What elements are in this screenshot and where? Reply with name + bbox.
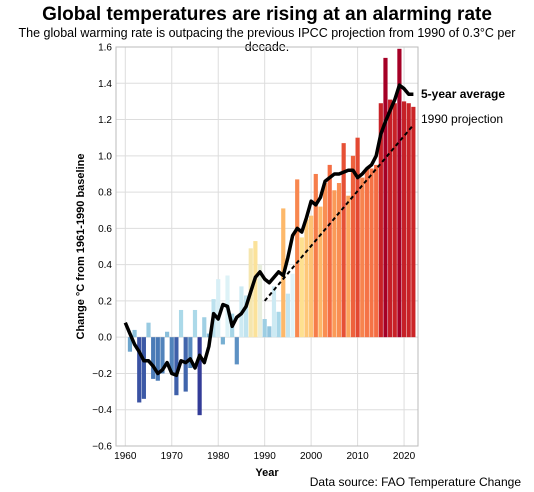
bar-1963 [137,337,142,403]
bar-2021 [406,103,411,338]
bar-2019 [397,48,402,338]
bar-1998 [299,237,304,338]
x-tick-label: 2010 [346,451,369,462]
x-tick-label: 1980 [207,451,230,462]
y-tick-label: −0.6 [92,442,112,453]
bar-2018 [392,103,397,338]
five-year-average-label: 5-year average [421,87,505,101]
bar-2013 [369,168,374,338]
bar-1986 [244,295,249,338]
bar-1975 [192,309,198,338]
bar-2007 [341,143,346,338]
bar-1967 [155,337,160,381]
bar-1971 [174,337,179,396]
bar-2001 [313,173,318,338]
bar-1980 [216,279,221,338]
y-tick-label: 0.6 [98,224,112,235]
bar-1991 [267,326,272,338]
bar-1968 [160,337,165,374]
bar-1997 [295,179,300,338]
bar-2004 [327,164,332,338]
plot-frame [115,46,419,447]
x-tick-label: 1970 [161,451,184,462]
bar-1996 [290,273,295,338]
projection-line [263,124,415,302]
bar-1962 [132,329,137,338]
bar-2006 [336,183,342,338]
bar-2005 [332,190,337,338]
bar-2002 [318,206,323,338]
bar-2012 [364,168,369,338]
bar-2008 [346,195,351,338]
y-axis-title: Change °C from 1961-1990 baseline [75,154,87,340]
x-tick-label: 2020 [393,451,416,462]
bar-2010 [355,137,360,338]
bar-2022 [411,106,416,338]
bar-1965 [146,322,151,338]
bar-1976 [197,337,202,416]
bar-1974 [188,337,193,369]
bar-1961 [127,337,133,352]
y-tick-label: −0.2 [92,369,112,380]
bar-1970 [169,337,174,374]
y-tick-label: 1.4 [98,79,112,90]
bar-1972 [178,309,184,338]
bar-1964 [141,337,146,399]
y-tick-label: 0.8 [98,188,112,199]
bar-2016 [383,57,388,338]
x-tick-label: 2000 [300,451,323,462]
data-source-note: Data source: FAO Temperature Change [309,475,521,489]
five-year-average-line [123,83,414,378]
bar-1966 [151,337,156,379]
x-axis-title: Year [255,467,279,479]
bar-2000 [309,215,314,338]
bar-1992 [271,286,277,338]
bar-2014 [374,164,379,338]
bar-2020 [401,101,407,338]
y-tick-label: 1.0 [98,151,112,162]
bar-2017 [388,99,393,338]
y-tick-label: 0.4 [98,260,112,271]
bar-1977 [202,317,207,338]
bar-2003 [322,183,328,338]
y-tick-label: 0.2 [98,296,112,307]
bar-1989 [257,264,263,338]
bar-1990 [262,319,267,338]
bar-1995 [285,293,290,338]
bar-1999 [304,219,309,338]
y-tick-label: 1.2 [98,115,112,126]
bar-1969 [165,331,170,338]
bar-1981 [220,337,225,345]
bar-2011 [360,177,365,338]
bar-1973 [183,337,188,392]
bar-1984 [234,337,239,365]
bar-2015 [378,103,383,338]
y-tick-label: 1.6 [98,43,112,54]
x-tick-label: 1960 [114,451,137,462]
projection-label: 1990 projection [421,112,503,126]
bar-2009 [350,155,356,338]
bar-1988 [253,241,258,338]
y-tick-label: 0.0 [98,333,112,344]
y-tick-label: −0.4 [92,405,112,416]
bar-1993 [276,311,281,338]
chart-title: Global temperatures are rising at an ala… [42,4,492,25]
x-tick-label: 1990 [254,451,277,462]
